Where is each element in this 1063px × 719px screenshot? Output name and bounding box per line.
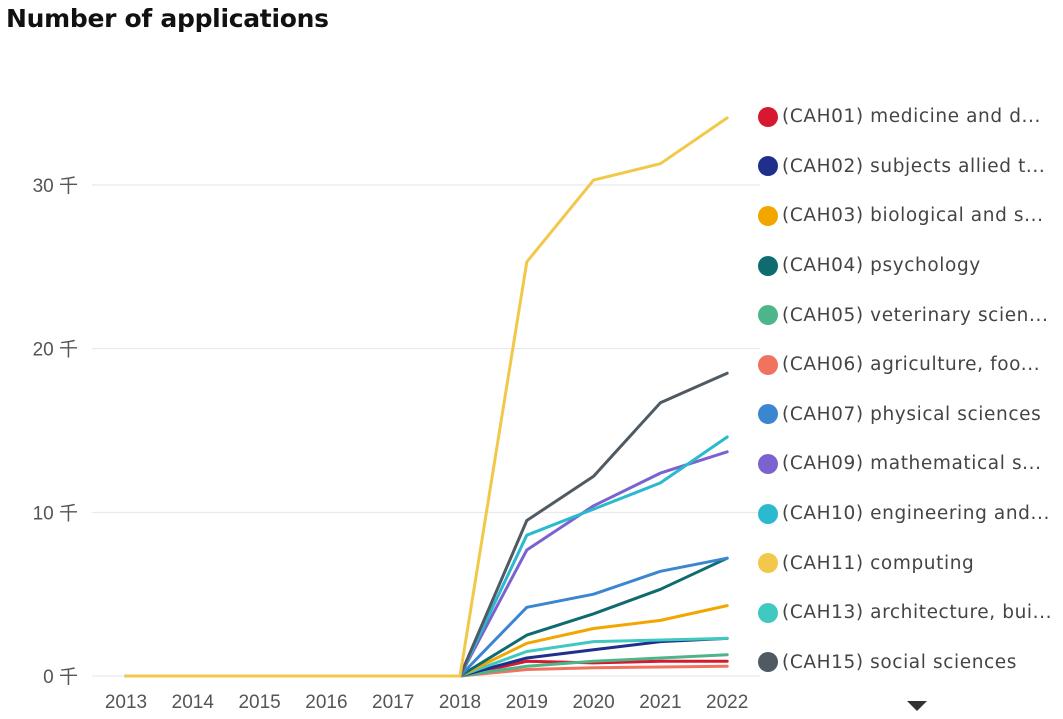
x-tick-label: 2013 [105, 692, 147, 713]
x-tick-label: 2020 [572, 692, 614, 713]
x-tick-label: 2022 [706, 692, 748, 713]
legend-label: (CAH01) medicine and d... [782, 106, 1041, 128]
series-line[interactable] [124, 116, 729, 678]
legend-item[interactable]: (CAH13) architecture, bui... [758, 588, 1063, 638]
x-tick-label: 2016 [305, 692, 347, 713]
chart-title: Number of applications [6, 4, 329, 33]
legend-label: (CAH09) mathematical s... [782, 453, 1042, 475]
legend-swatch [758, 652, 778, 673]
legend-swatch [758, 503, 778, 524]
legend-swatch [758, 156, 778, 177]
x-tick-label: 2019 [506, 692, 548, 713]
legend-item[interactable]: (CAH15) social sciences [758, 638, 1063, 688]
y-tick-label: 0 千 [43, 666, 78, 688]
legend-swatch [758, 602, 778, 623]
x-tick-label: 2015 [238, 692, 280, 713]
legend-label: (CAH07) physical sciences [782, 403, 1042, 425]
y-tick-label: 30 千 [33, 175, 78, 197]
legend-swatch [758, 305, 778, 326]
series-line[interactable] [124, 636, 729, 678]
legend-swatch [758, 354, 778, 375]
legend-item[interactable]: (CAH05) veterinary scien... [758, 290, 1063, 340]
legend-scroll-down-icon[interactable] [907, 701, 927, 711]
x-tick-label: 2017 [372, 692, 414, 713]
legend-item[interactable]: (CAH07) physical sciences [758, 390, 1063, 440]
series-line[interactable] [124, 653, 729, 678]
x-axis-ticks: 2013 2014 2015 2016 2017 2018 2019 2020 2021 2022 [105, 692, 748, 713]
legend-item[interactable]: (CAH06) agriculture, foo... [758, 340, 1063, 390]
legend-label: (CAH10) engineering and... [782, 503, 1050, 525]
legend-item[interactable]: (CAH01) medicine and d... [758, 92, 1063, 142]
legend-label: (CAH13) architecture, bui... [782, 602, 1053, 624]
legend-item[interactable]: (CAH09) mathematical s... [758, 439, 1063, 489]
legend-item[interactable]: (CAH03) biological and s... [758, 191, 1063, 241]
x-tick-label: 2021 [639, 692, 681, 713]
legend-label: (CAH05) veterinary scien... [782, 304, 1049, 326]
legend-label: (CAH15) social sciences [782, 651, 1018, 673]
grid-lines [92, 184, 760, 677]
legend: (CAH01) medicine and d... (CAH02) subject… [758, 92, 1063, 687]
legend-swatch [758, 404, 778, 425]
legend-label: (CAH03) biological and s... [782, 205, 1044, 227]
y-tick-label: 10 千 [33, 502, 78, 524]
legend-item[interactable]: (CAH02) subjects allied t... [758, 142, 1063, 192]
legend-swatch [758, 553, 778, 574]
legend-label: (CAH06) agriculture, foo... [782, 354, 1041, 376]
legend-item[interactable]: (CAH10) engineering and... [758, 489, 1063, 539]
y-axis-ticks: 0 千 10 千 20 千 30 千 [33, 175, 78, 688]
series-line[interactable] [124, 450, 729, 678]
legend-label: (CAH02) subjects allied t... [782, 155, 1046, 177]
x-tick-label: 2014 [172, 692, 215, 713]
legend-label: (CAH11) computing [782, 552, 975, 574]
legend-swatch [758, 205, 778, 226]
y-tick-label: 20 千 [33, 339, 78, 361]
legend-label: (CAH04) psychology [782, 255, 981, 277]
series-lines [124, 116, 729, 678]
legend-swatch [758, 453, 778, 474]
legend-swatch [758, 106, 778, 127]
series-line[interactable] [124, 371, 729, 678]
legend-swatch [758, 255, 778, 276]
legend-item[interactable]: (CAH04) psychology [758, 241, 1063, 291]
legend-item[interactable]: (CAH11) computing [758, 538, 1063, 588]
x-tick-label: 2018 [439, 692, 481, 713]
